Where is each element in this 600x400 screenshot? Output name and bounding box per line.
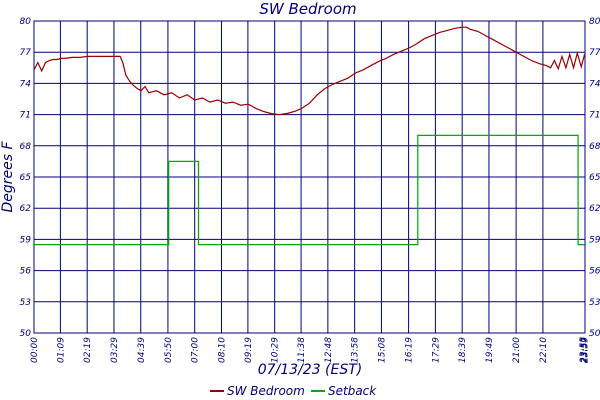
x-tick-label: 08:10 (217, 337, 227, 363)
x-tick-label: 18:39 (458, 337, 468, 363)
legend: SW Bedroom Setback (210, 384, 377, 398)
legend-entry: Setback (328, 384, 377, 398)
y-tick-label: 71 (20, 111, 31, 121)
y-tick-label: 56 (20, 267, 32, 277)
y-tick-label: 50 (20, 329, 32, 339)
y-tick-label-right: 56 (589, 267, 600, 277)
x-tick-label: 17:29 (431, 337, 441, 363)
x-tick-label: 10:29 (271, 337, 281, 363)
x-tick-label: 23:55 (579, 337, 589, 363)
x-tick-label: 19:49 (485, 337, 495, 363)
series-line (34, 134, 585, 246)
x-tick-label: 12:48 (324, 337, 334, 363)
x-axis: 00:00 01:09 02:19 03:29 04:39 05:50 07:00 08:10… (30, 337, 591, 363)
y-axis-right: 50 53 56 59 62 65 68 71 74 77 80 (589, 17, 600, 339)
series-group (33, 26, 586, 246)
legend-entry: SW Bedroom (227, 384, 305, 398)
x-tick-label: 09:19 (244, 337, 254, 363)
y-axis-label: Degrees F (0, 141, 16, 213)
y-tick-label-right: 68 (589, 142, 600, 152)
x-tick-label: 03:29 (110, 337, 120, 363)
y-tick-label: 59 (20, 235, 32, 245)
x-tick-label: 16:19 (405, 337, 415, 363)
y-tick-label-right: 71 (589, 111, 600, 121)
x-tick-label: 02:19 (83, 337, 93, 363)
y-tick-label: 77 (20, 48, 32, 58)
y-axis-left: 50 53 56 59 62 65 68 71 74 77 80 (20, 17, 32, 339)
y-tick-label: 62 (20, 204, 32, 214)
x-tick-label: 01:09 (56, 337, 66, 363)
x-axis-label: 07/13/23 (EST) (258, 362, 363, 378)
y-tick-label-right: 65 (589, 173, 600, 183)
y-tick-label-right: 74 (589, 79, 600, 89)
series-line (33, 26, 586, 116)
y-tick-label: 65 (20, 173, 32, 183)
x-tick-label: 07:00 (191, 337, 201, 363)
y-tick-label-right: 53 (589, 298, 600, 308)
x-tick-label: 00:00 (30, 337, 40, 363)
y-tick-label-right: 59 (589, 235, 600, 245)
y-tick-label: 80 (20, 17, 32, 27)
x-tick-label: 23:59 (581, 337, 591, 363)
x-tick-label: 23:57 (580, 337, 590, 363)
x-tick-label: 22:10 (539, 337, 549, 363)
x-tick-label: 13:58 (351, 337, 361, 363)
y-tick-label: 74 (20, 79, 32, 89)
y-tick-label-right: 80 (589, 17, 600, 27)
y-tick-label-right: 77 (589, 48, 600, 58)
x-tick-label: 21:00 (512, 337, 522, 363)
x-tick-label: 15:08 (377, 337, 387, 363)
y-tick-label: 53 (20, 298, 32, 308)
x-tick-label: 11:38 (297, 337, 307, 363)
x-tick-label: 05:50 (164, 337, 174, 363)
y-tick-label: 68 (20, 142, 32, 152)
y-tick-label-right: 50 (589, 329, 600, 339)
chart-title: SW Bedroom (259, 0, 356, 18)
x-tick-label: 04:39 (137, 337, 147, 363)
y-tick-label-right: 62 (589, 204, 600, 214)
